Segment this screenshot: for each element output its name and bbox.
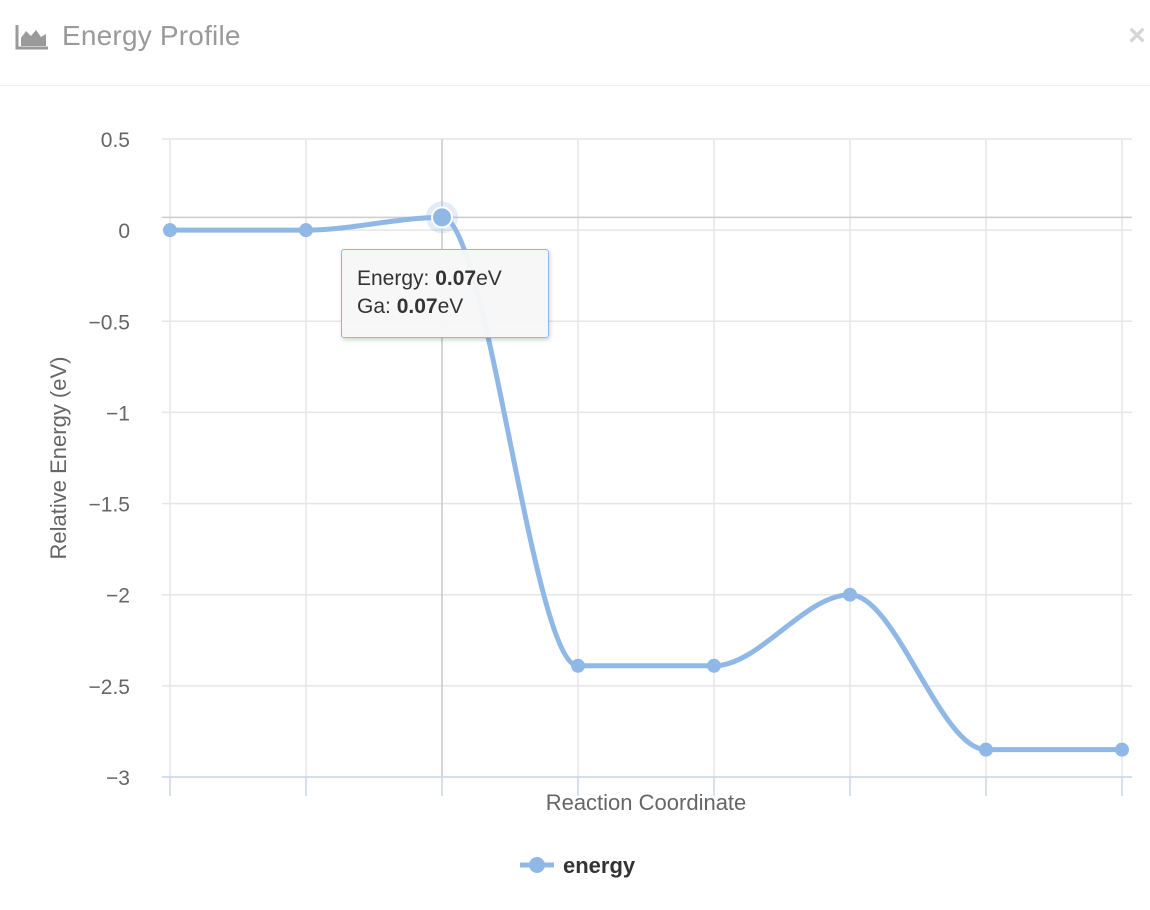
data-point[interactable] bbox=[707, 659, 721, 673]
legend-label-energy[interactable]: energy bbox=[563, 853, 636, 878]
data-point[interactable] bbox=[571, 659, 585, 673]
modal-title: Energy Profile bbox=[62, 18, 241, 54]
y-axis-tick-labels: 0.5 0 −0.5 −1 −1.5 −2 −2.5 −3 bbox=[89, 129, 130, 790]
modal-header: Energy Profile × bbox=[0, 0, 1150, 86]
y-tick-label: 0 bbox=[118, 220, 130, 243]
x-axis-label: Reaction Coordinate bbox=[546, 790, 747, 815]
data-point[interactable] bbox=[299, 223, 313, 237]
y-tick-label: −2.5 bbox=[89, 676, 130, 699]
series-line-energy[interactable] bbox=[170, 217, 1122, 749]
close-icon[interactable]: × bbox=[1124, 20, 1150, 52]
tooltip-ga-line: Ga: 0.07eV bbox=[357, 293, 548, 321]
tooltip-energy-value: 0.07 bbox=[435, 267, 476, 290]
data-point[interactable] bbox=[979, 743, 993, 757]
point-tooltip: Energy: 0.07eV Ga: 0.07eV bbox=[341, 249, 549, 338]
legend[interactable]: energy bbox=[520, 853, 636, 878]
tooltip-ga-unit: eV bbox=[438, 295, 464, 318]
y-tick-label: 0.5 bbox=[101, 129, 130, 152]
y-tick-label: −2 bbox=[106, 585, 130, 608]
y-tick-label: −3 bbox=[106, 767, 130, 790]
tooltip-ga-value: 0.07 bbox=[397, 295, 438, 318]
tooltip-energy-line: Energy: 0.07eV bbox=[357, 265, 548, 293]
tooltip-ga-label: Ga: bbox=[357, 295, 397, 318]
y-tick-label: −1 bbox=[106, 402, 130, 425]
y-tick-label: −0.5 bbox=[89, 311, 130, 334]
legend-point-marker bbox=[529, 857, 545, 873]
area-chart-icon bbox=[15, 24, 49, 50]
data-point-highlighted[interactable] bbox=[432, 207, 452, 227]
tooltip-energy-unit: eV bbox=[476, 267, 502, 290]
y-tick-label: −1.5 bbox=[89, 494, 130, 517]
data-point[interactable] bbox=[1115, 743, 1129, 757]
tooltip-energy-label: Energy: bbox=[357, 267, 435, 290]
y-axis-label: Relative Energy (eV) bbox=[46, 357, 71, 560]
series-points bbox=[163, 201, 1129, 756]
energy-profile-chart: 0.5 0 −0.5 −1 −1.5 −2 −2.5 −3 Relative Energy (… bbox=[0, 86, 1150, 910]
data-point[interactable] bbox=[163, 223, 177, 237]
vertical-gridlines bbox=[170, 139, 1122, 777]
data-point[interactable] bbox=[843, 588, 857, 602]
